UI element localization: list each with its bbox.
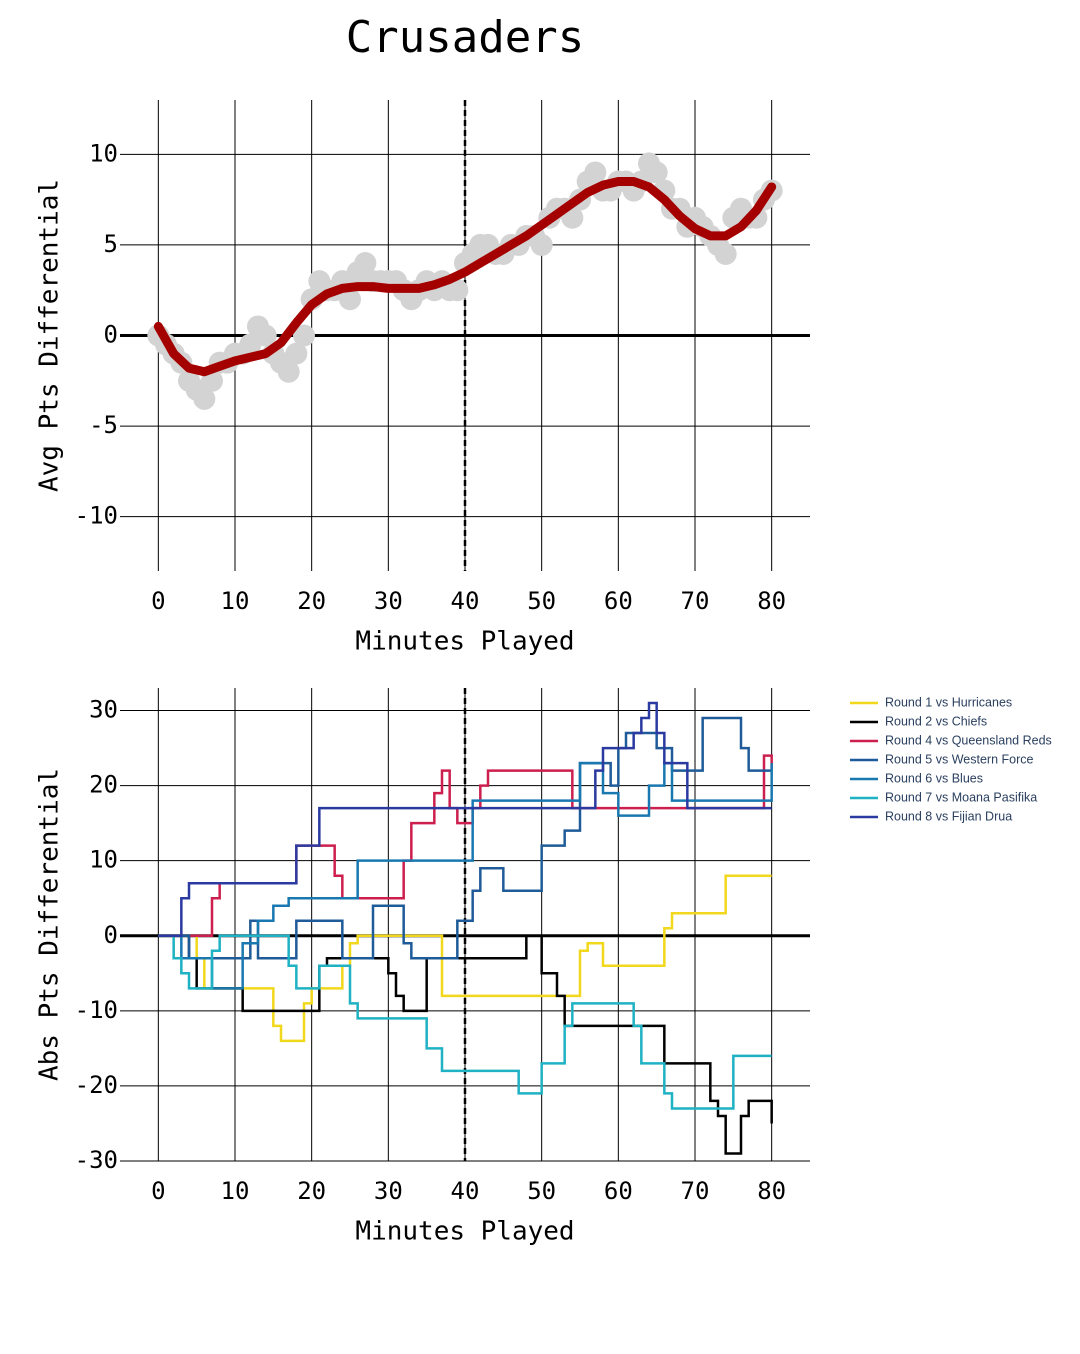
x-tick-label: 40	[451, 1177, 480, 1205]
x-tick-label: 30	[374, 587, 403, 615]
x-tick-label: 60	[604, 1177, 633, 1205]
data-point	[446, 279, 469, 302]
plot: 0 10 20 30 40 50 60 70 80 -30 -20 -10 0 10 20 30 Minutes…	[35, 688, 810, 1247]
step-line	[158, 701, 772, 938]
x-tick-label: 60	[604, 587, 633, 615]
x-tick-label: 0	[151, 587, 165, 615]
step-line	[158, 874, 772, 1043]
x-tick-label: 80	[757, 587, 786, 615]
y-tick-label: 0	[104, 921, 118, 949]
x-axis-label: Minutes Played	[355, 627, 574, 657]
step-line	[158, 934, 772, 1110]
x-tick-label: 0	[151, 1177, 165, 1205]
x-tick-label: 10	[221, 1177, 250, 1205]
x-tick-label: 20	[297, 587, 326, 615]
data-point	[645, 161, 668, 184]
y-tick-label: 10	[89, 846, 118, 874]
data-point	[285, 342, 308, 365]
x-tick-label: 10	[221, 587, 250, 615]
data-point	[339, 288, 361, 311]
y-tick-label: 20	[89, 771, 118, 799]
data-point	[354, 252, 377, 275]
chart-title: Crusaders	[346, 12, 584, 63]
trend-line	[153, 177, 777, 377]
legend-label: Round 4 vs Queensland Reds	[885, 733, 1052, 747]
legend-label: Round 8 vs Fijian Drua	[885, 809, 1012, 823]
y-tick-label: -30	[75, 1146, 118, 1174]
step-line	[158, 716, 772, 960]
data-point	[277, 360, 300, 383]
y-tick-label: -5	[89, 411, 118, 439]
y-tick-label: 0	[104, 321, 118, 349]
data-point	[714, 242, 737, 265]
legend-label: Round 6 vs Blues	[885, 771, 983, 785]
legend-label: Round 7 vs Moana Pasifika	[885, 790, 1037, 804]
y-tick-label: 30	[89, 696, 118, 724]
data-point	[254, 324, 277, 347]
x-axis-label: Minutes Played	[355, 1217, 574, 1247]
y-axis-label: Abs Pts Differential	[35, 768, 65, 1081]
data-point	[530, 233, 553, 256]
plot: 0 10 20 30 40 50 60 70 80 -10 -5 0 5 10 Minutes Played…	[35, 100, 810, 657]
x-tick-label: 80	[757, 1177, 786, 1205]
data-point	[193, 387, 216, 410]
x-tick-label: 20	[297, 1177, 326, 1205]
y-tick-label: -10	[75, 502, 118, 530]
x-tick-label: 70	[681, 587, 710, 615]
x-tick-label: 70	[681, 1177, 710, 1205]
y-tick-label: -10	[75, 996, 118, 1024]
step-line	[158, 934, 773, 1155]
data-point	[293, 324, 315, 347]
x-tick-label: 50	[527, 587, 556, 615]
y-axis-label: Avg Pts Differential	[35, 179, 65, 492]
legend: Round 1 vs Hurricanes Round 2 vs Chiefs Ro…	[850, 695, 1052, 823]
y-tick-label: 10	[89, 139, 118, 167]
step-line	[158, 761, 773, 990]
legend-label: Round 5 vs Western Force	[885, 752, 1033, 766]
legend-label: Round 1 vs Hurricanes	[885, 695, 1012, 709]
data-point	[584, 161, 607, 184]
x-tick-label: 40	[451, 587, 480, 615]
y-tick-label: 5	[104, 230, 118, 258]
x-tick-label: 30	[374, 1177, 403, 1205]
y-tick-label: -20	[75, 1071, 118, 1099]
legend-label: Round 2 vs Chiefs	[885, 714, 987, 728]
x-tick-label: 50	[527, 1177, 556, 1205]
